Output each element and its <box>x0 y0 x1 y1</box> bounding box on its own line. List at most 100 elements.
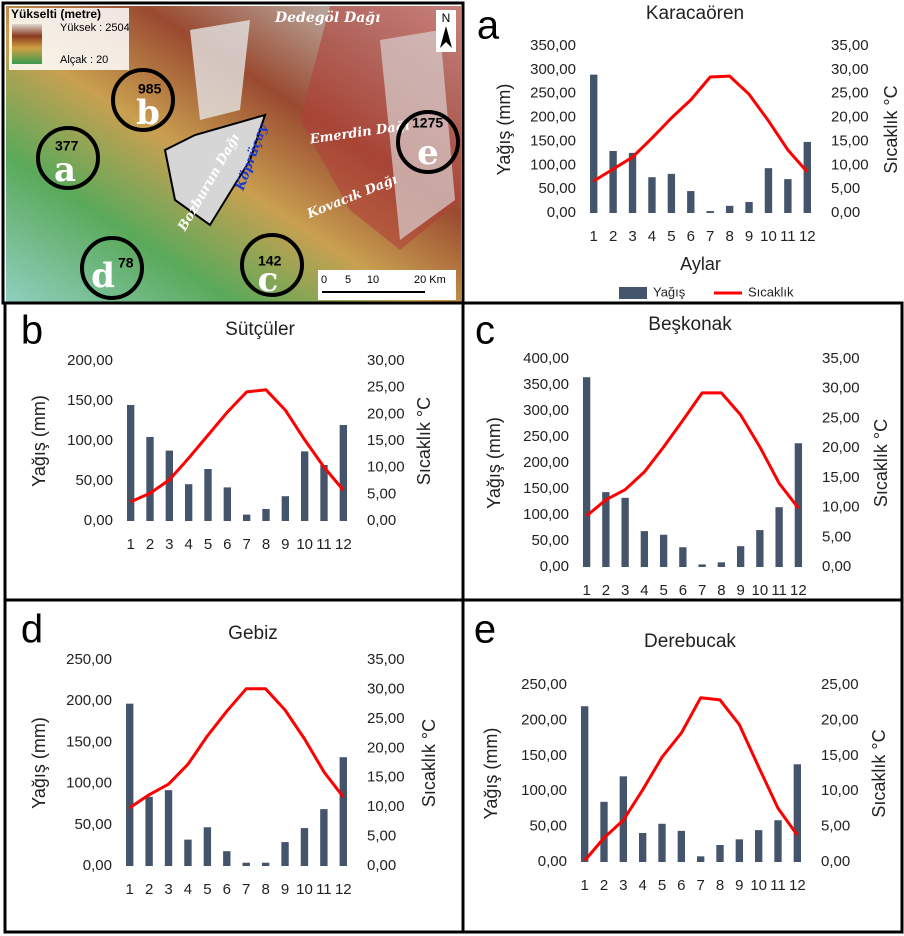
x-tick-label: 4 <box>648 228 656 245</box>
x-tick-label: 5 <box>659 582 667 599</box>
y-tick-label: 100,00 <box>66 775 112 792</box>
y-tick-label: 50,00 <box>531 532 569 549</box>
x-tick-label: 7 <box>698 582 706 599</box>
y-tick-label: 400,00 <box>523 350 569 367</box>
x-tick-label: 3 <box>628 228 636 245</box>
bar <box>765 168 772 213</box>
y2-axis-title: Sıcaklık °C <box>419 719 439 807</box>
bar <box>658 824 665 862</box>
bar <box>224 487 231 521</box>
scale-label: 0 <box>321 274 327 286</box>
y2-tick-label: 35,00 <box>367 651 405 668</box>
y2-tick-label: 0,00 <box>367 512 396 529</box>
station-elevation: 78 <box>118 255 134 271</box>
y-tick-label: 200,00 <box>530 109 576 126</box>
y2-tick-label: 30,00 <box>367 352 405 369</box>
bar <box>243 863 250 866</box>
y-tick-label: 50,00 <box>538 180 576 197</box>
y-tick-label: 150,00 <box>521 747 567 764</box>
y2-axis-title: Sıcaklık °C <box>881 85 901 173</box>
y2-tick-label: 25,00 <box>367 710 405 727</box>
y-tick-label: 100,00 <box>521 782 567 799</box>
y-tick-label: 0,00 <box>83 857 112 874</box>
bar <box>755 830 762 862</box>
x-tick-label: 2 <box>145 881 153 898</box>
bar <box>262 863 269 866</box>
chart-title: Sütçüler <box>225 319 295 340</box>
y2-axis-title: Sıcaklık °C <box>869 729 889 817</box>
x-tick-label: 1 <box>582 582 590 599</box>
x-tick-label: 6 <box>679 582 687 599</box>
scale-label: 5 <box>345 274 351 286</box>
station-elevation: 1275 <box>412 115 443 131</box>
y-axis-title: Yağış (mm) <box>29 717 49 809</box>
y-tick-label: 200,00 <box>523 454 569 471</box>
panel-frame <box>5 303 463 600</box>
y-tick-label: 100,00 <box>523 506 569 523</box>
x-tick-label: 1 <box>126 536 134 553</box>
y2-tick-label: 5,00 <box>822 528 851 545</box>
bar <box>648 177 655 213</box>
map-legend-low: Alçak : 20 <box>60 54 108 66</box>
scale-label: 10 <box>367 274 379 286</box>
y-tick-label: 150,00 <box>530 132 576 149</box>
north-label: N <box>442 11 451 25</box>
x-tick-label: 7 <box>242 881 250 898</box>
bar <box>204 827 211 866</box>
y2-tick-label: 20,00 <box>367 739 405 756</box>
x-tick-label: 4 <box>184 536 192 553</box>
bar <box>165 790 172 866</box>
bar <box>609 151 616 213</box>
bar <box>145 797 152 866</box>
x-tick-label: 12 <box>335 536 352 553</box>
bar <box>718 562 725 567</box>
y2-tick-label: 0,00 <box>822 558 851 575</box>
bar <box>262 509 269 521</box>
x-tick-label: 11 <box>316 536 332 553</box>
temperature-line <box>587 393 799 516</box>
bar <box>698 564 705 567</box>
y2-tick-label: 20,00 <box>822 439 860 456</box>
map-legend-high: Yüksek : 2504 <box>60 22 130 34</box>
bar <box>320 809 327 866</box>
y2-tick-label: 0,00 <box>831 204 860 221</box>
x-tick-label: 10 <box>760 228 777 245</box>
temperature-line <box>594 76 808 181</box>
x-tick-label: 3 <box>164 881 172 898</box>
bar <box>581 706 588 862</box>
chart-title: Karacaören <box>646 3 744 24</box>
x-tick-label: 8 <box>261 881 269 898</box>
y2-tick-label: 10,00 <box>367 459 405 476</box>
x-tick-label: 9 <box>281 881 289 898</box>
station-letter: e <box>417 133 439 173</box>
station-letter: b <box>136 93 160 133</box>
x-tick-label: 10 <box>752 582 769 599</box>
y-tick-label: 100,00 <box>67 432 113 449</box>
x-tick-label: 3 <box>165 536 173 553</box>
y2-tick-label: 0,00 <box>367 857 396 874</box>
y-axis-title: Yağış (mm) <box>481 728 501 820</box>
bar <box>775 507 782 567</box>
bar <box>621 498 628 567</box>
bar <box>127 405 134 521</box>
bar <box>756 530 763 567</box>
x-tick-label: 2 <box>600 877 608 894</box>
y2-tick-label: 0,00 <box>821 853 850 870</box>
x-tick-label: 6 <box>223 881 231 898</box>
bar <box>166 451 173 521</box>
y-axis-title: Yağış (mm) <box>494 84 514 176</box>
legend-swatch <box>619 287 647 299</box>
legend-label: Yağış <box>653 284 686 299</box>
y-tick-label: 300,00 <box>523 402 569 419</box>
x-tick-label: 7 <box>242 536 250 553</box>
x-tick-label: 4 <box>184 881 192 898</box>
bar <box>590 75 597 213</box>
bar <box>679 547 686 567</box>
y-tick-label: 50,00 <box>75 472 113 489</box>
y-tick-label: 150,00 <box>67 392 113 409</box>
x-tick-label: 8 <box>716 877 724 894</box>
x-tick-label: 5 <box>204 536 212 553</box>
y-tick-label: 250,00 <box>66 651 112 668</box>
y2-tick-label: 35,00 <box>822 350 860 367</box>
y2-tick-label: 35,00 <box>831 37 869 54</box>
